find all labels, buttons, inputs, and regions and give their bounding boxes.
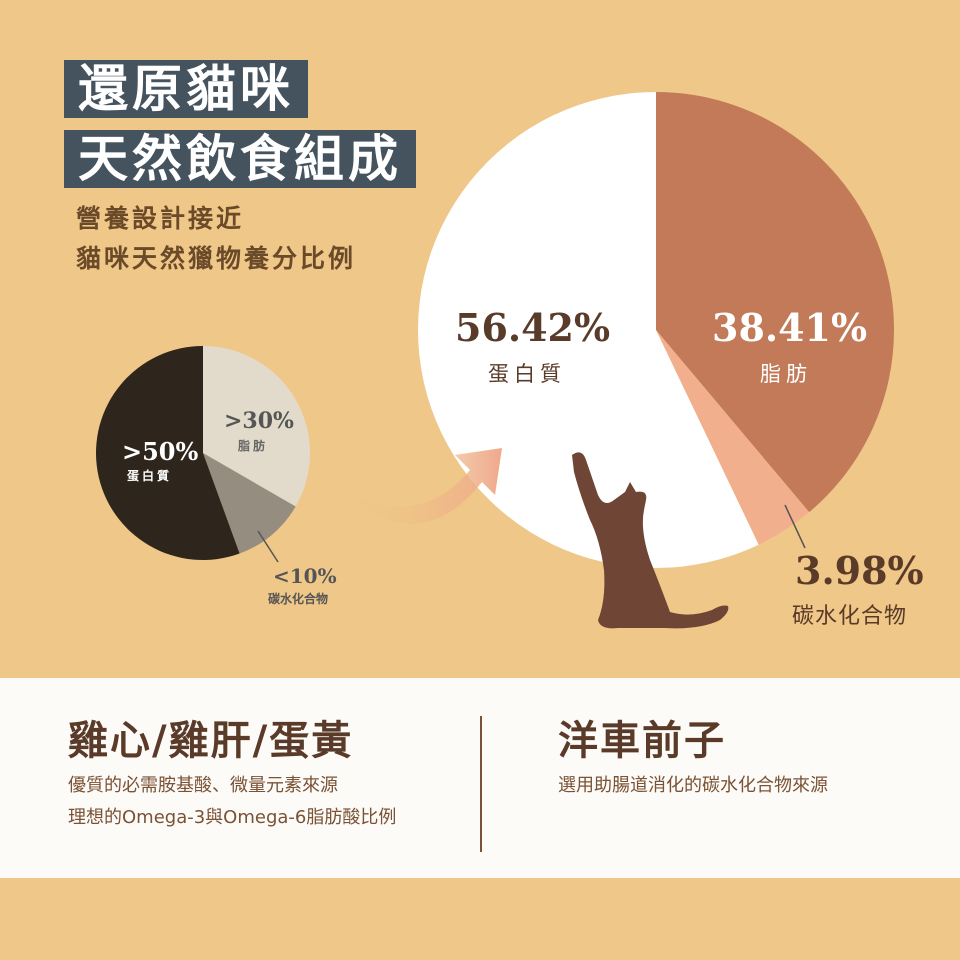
title-line-1: 還原貓咪 <box>64 60 308 118</box>
ingredient-1-title: 雞心/雞肝/蛋黃 <box>68 718 354 764</box>
small-fat-label: 脂肪 <box>238 439 269 453</box>
small-pie-slice <box>203 346 310 507</box>
big-pie-slice <box>656 330 810 545</box>
small-pie-slice <box>96 346 240 560</box>
arrow-icon <box>345 448 502 524</box>
big-fat-label: 脂肪 <box>760 362 812 386</box>
big-carb-label: 碳水化合物 <box>792 604 908 629</box>
divider <box>480 716 482 852</box>
big-pie-slice <box>656 92 895 513</box>
ingredient-2-line-1: 選用助腸道消化的碳水化合物來源 <box>558 775 828 796</box>
charts <box>96 92 895 629</box>
big-carb-value: 3.98% <box>795 548 924 593</box>
small-fat-value: >30% <box>224 408 294 434</box>
subtitle-line-1: 營養設計接近 <box>76 204 245 233</box>
ingredient-1-line-2: 理想的Omega-3與Omega-6脂肪酸比例 <box>68 807 397 828</box>
small-carb-value: <10% <box>273 564 337 588</box>
small-pie-slice <box>203 453 296 554</box>
ingredient-2-title: 洋車前子 <box>558 718 726 764</box>
subtitle-line-2: 貓咪天然獵物養分比例 <box>76 244 357 273</box>
big-protein-value: 56.42% <box>455 305 611 350</box>
big-protein-label: 蛋白質 <box>488 362 566 386</box>
small-protein-value: >50% <box>122 437 199 466</box>
cat-silhouette-icon <box>572 452 729 629</box>
ingredient-1-line-1: 優質的必需胺基酸、微量元素來源 <box>68 775 338 796</box>
small-carb-label: 碳水化合物 <box>268 592 329 606</box>
title-line-2: 天然飲食組成 <box>64 130 416 188</box>
small-protein-label: 蛋白質 <box>127 469 173 483</box>
small-leader-line <box>257 530 279 563</box>
big-pie-slice <box>418 92 759 568</box>
big-leader-line <box>784 504 806 549</box>
big-fat-value: 38.41% <box>712 305 868 350</box>
